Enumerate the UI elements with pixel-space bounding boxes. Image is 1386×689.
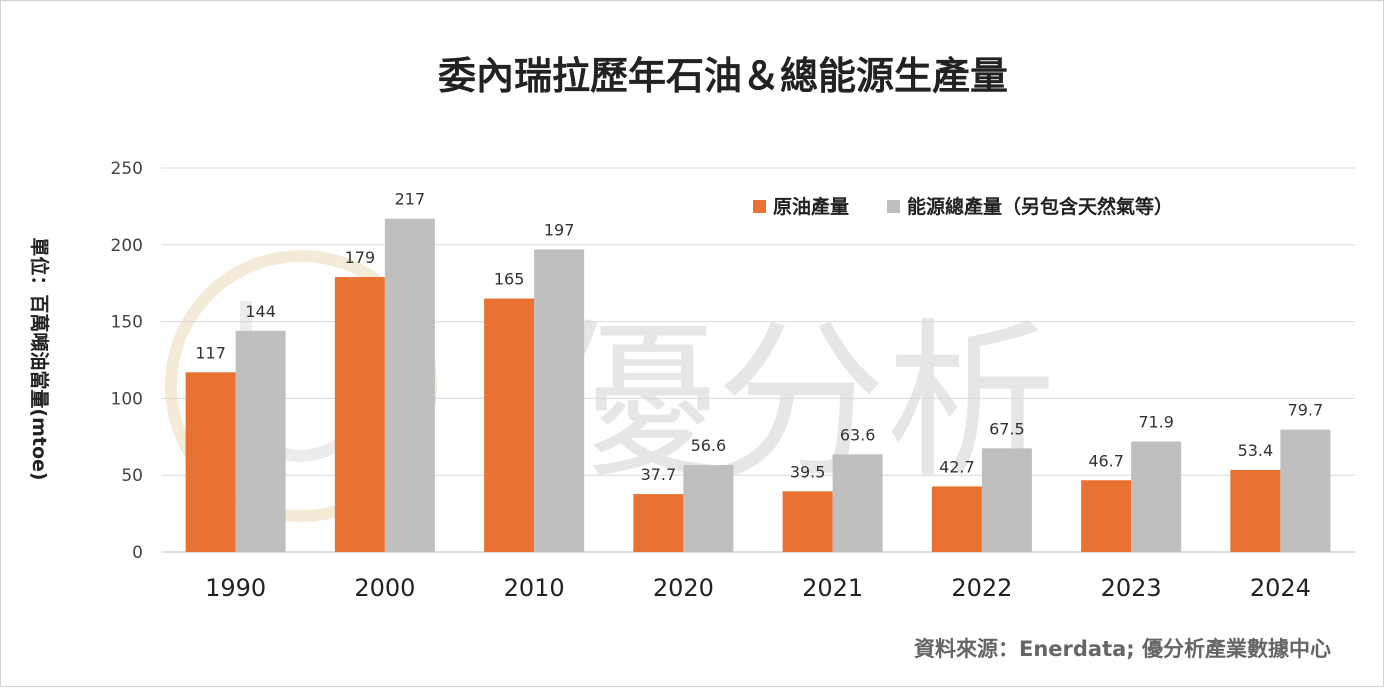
data-label-total-2010: 197 — [544, 220, 575, 239]
legend-swatch-crude — [753, 200, 766, 213]
bar-total-2024 — [1280, 429, 1331, 552]
y-tick-label: 50 — [121, 466, 143, 486]
data-label-total-2024: 79.7 — [1288, 401, 1324, 420]
data-label-crude-2024: 53.4 — [1238, 441, 1274, 460]
y-axis-ticks: 0 50 100 150 200 250 — [111, 159, 143, 563]
data-label-total-2022: 67.5 — [989, 419, 1025, 438]
x-category-label: 2022 — [951, 574, 1012, 602]
bar-crude-2024 — [1230, 469, 1281, 552]
data-label-crude-2020: 37.7 — [641, 465, 677, 484]
data-label-crude-2010: 165 — [494, 270, 525, 289]
bar-total-2023 — [1131, 441, 1182, 552]
y-tick-label: 0 — [132, 543, 143, 563]
data-label-total-2021: 63.6 — [840, 425, 876, 444]
x-category-label: 1990 — [205, 574, 266, 602]
data-label-crude-2000: 179 — [345, 248, 376, 267]
y-tick-label: 200 — [111, 236, 143, 256]
x-category-label: 2010 — [504, 574, 565, 602]
x-category-label: 2024 — [1250, 574, 1311, 602]
bar-total-2021 — [832, 454, 883, 552]
bars — [185, 218, 1331, 553]
legend-label-total: 能源總產量（另包含天然氣等） — [907, 195, 1173, 218]
source-note: 資料來源：Enerdata; 優分析產業數據中心 — [914, 637, 1331, 661]
data-label-crude-2023: 46.7 — [1088, 451, 1124, 470]
bar-total-2022 — [981, 448, 1032, 552]
bar-total-2020 — [683, 465, 734, 552]
data-labels: 117 144 179 217 165 197 37.7 56.6 39.5 63.6 42.7 67… — [195, 190, 1323, 484]
legend-label-crude: 原油產量 — [773, 195, 849, 218]
y-axis-label: 單位：百萬噸油當量(mtoe) — [28, 237, 51, 480]
bar-crude-2000 — [334, 277, 385, 552]
x-category-label: 2023 — [1101, 574, 1162, 602]
chart-title: 委內瑞拉歷年石油＆總能源生產量 — [438, 54, 1008, 98]
bar-crude-1990 — [185, 372, 236, 552]
bar-total-2010 — [534, 249, 585, 552]
legend: 原油產量 能源總產量（另包含天然氣等） — [753, 195, 1173, 218]
bar-crude-2020 — [633, 494, 684, 552]
data-label-crude-2021: 39.5 — [790, 462, 826, 481]
bar-crude-2021 — [782, 491, 833, 552]
x-category-label: 2021 — [802, 574, 863, 602]
x-axis-categories: 1990 2000 2010 2020 2021 2022 2023 2024 — [205, 574, 1311, 602]
data-label-total-2023: 71.9 — [1138, 413, 1174, 432]
bar-crude-2023 — [1081, 480, 1132, 552]
bar-total-2000 — [384, 218, 435, 553]
data-label-total-1990: 144 — [245, 302, 276, 321]
watermark-text: 優分析 — [546, 304, 1056, 502]
data-label-crude-2022: 42.7 — [939, 457, 975, 476]
y-tick-label: 150 — [111, 313, 143, 333]
bar-crude-2022 — [931, 486, 982, 552]
x-category-label: 2000 — [354, 574, 415, 602]
bar-crude-2010 — [484, 298, 535, 552]
y-tick-label: 250 — [111, 159, 143, 179]
legend-swatch-total — [887, 200, 900, 213]
data-label-total-2020: 56.6 — [691, 436, 727, 455]
data-label-crude-1990: 117 — [195, 343, 226, 362]
x-category-label: 2020 — [653, 574, 714, 602]
data-label-total-2000: 217 — [395, 190, 426, 209]
watermark: 優分析 — [165, 250, 1056, 522]
y-tick-label: 100 — [111, 389, 143, 409]
bar-total-1990 — [235, 330, 286, 552]
